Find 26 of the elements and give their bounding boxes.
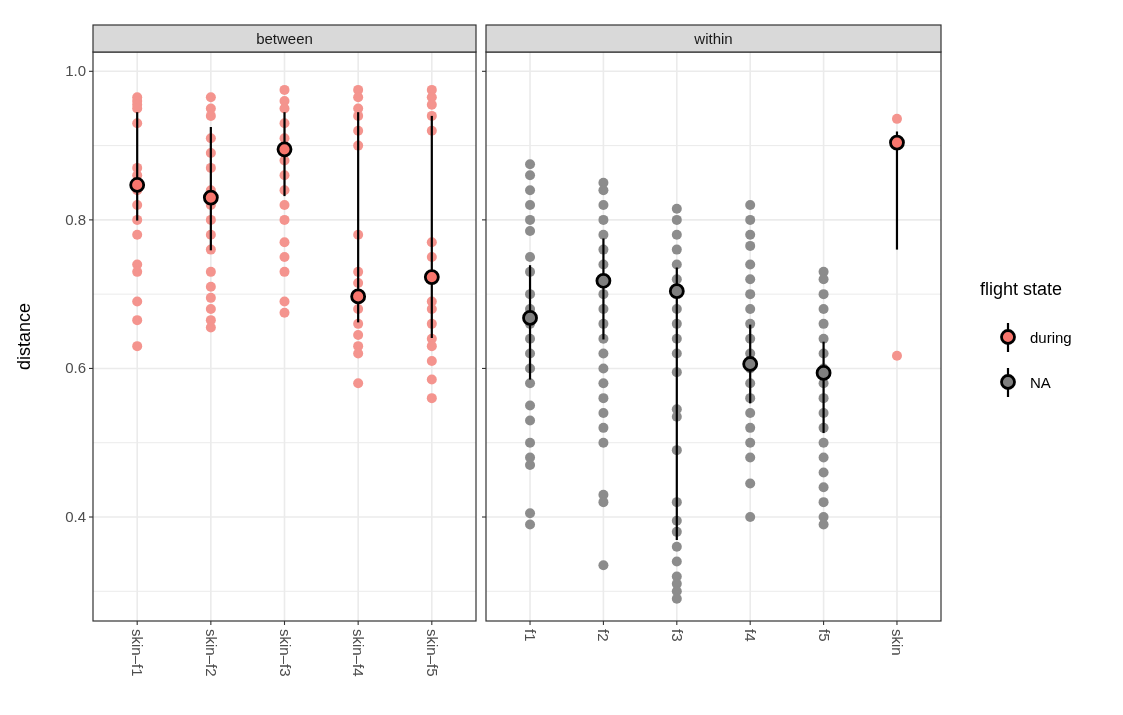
point xyxy=(276,141,293,158)
y-tick-label: 0.4 xyxy=(65,508,86,526)
x-tick-label: f2 xyxy=(595,629,613,642)
y-tick-label: 0.8 xyxy=(65,210,86,228)
x-tick-label: f1 xyxy=(522,629,540,642)
chart-title: within xyxy=(693,29,733,47)
x-tick-label: skin–f2 xyxy=(202,629,220,677)
point xyxy=(129,177,146,193)
x-tick-label: skin–f5 xyxy=(423,629,441,677)
point xyxy=(350,288,367,305)
x-tick-label: f5 xyxy=(815,629,833,642)
x-tick-label: f3 xyxy=(668,629,686,642)
legend-label: during xyxy=(1030,329,1072,346)
chart-title: between xyxy=(256,29,313,47)
x-tick-label: skin–f1 xyxy=(129,629,147,677)
legend-title: flight state xyxy=(980,279,1063,299)
y-axis-title: distance xyxy=(14,302,34,371)
x-tick-label: skin–f4 xyxy=(350,629,368,677)
y-tick-label: 1.0 xyxy=(65,62,86,80)
y-tick-label: 0.6 xyxy=(65,359,86,377)
legend-label: NA xyxy=(1030,374,1051,391)
x-tick-label: skin–f3 xyxy=(276,629,294,677)
x-tick-label: skin xyxy=(888,629,906,656)
x-tick-label: f4 xyxy=(742,629,760,642)
point xyxy=(202,189,219,206)
point xyxy=(423,269,440,285)
